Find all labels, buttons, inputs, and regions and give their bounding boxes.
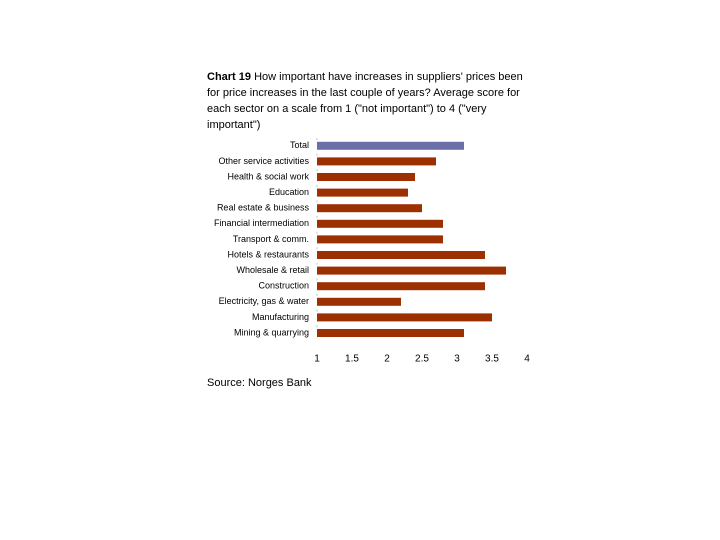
y-tick-label: Total: [290, 140, 309, 150]
bar: [317, 188, 408, 197]
bar: [317, 141, 464, 150]
y-tick-label: Wholesale & retail: [236, 265, 309, 275]
chart-label: Chart 19: [207, 71, 252, 83]
x-tick-label: 1: [314, 354, 320, 365]
y-tick-label: Manufacturing: [252, 312, 309, 322]
bar: [317, 235, 443, 244]
y-tick-label: Real estate & business: [217, 203, 310, 213]
bar: [317, 297, 401, 306]
y-tick-label: Hotels & restaurants: [227, 249, 309, 259]
bar: [317, 204, 422, 213]
bar: [317, 157, 436, 166]
x-tick-label: 2: [384, 354, 390, 365]
bar: [317, 266, 506, 275]
chart-title: Chart 19 How important have increases in…: [207, 69, 529, 133]
y-tick-label: Education: [269, 187, 309, 197]
bar: [317, 219, 443, 228]
bar: [317, 251, 485, 259]
y-tick-label: Health & social work: [227, 171, 309, 181]
bar: [317, 313, 492, 322]
y-tick-label: Transport & comm.: [233, 234, 309, 244]
x-tick-label: 4: [524, 354, 530, 365]
bar: [317, 173, 415, 181]
bar: [317, 282, 485, 291]
x-tick-label: 3.5: [485, 354, 499, 365]
title-text: How important have increases in supplier…: [207, 71, 523, 131]
source: Source: Norges Bank: [207, 377, 312, 389]
y-tick-label: Other service activities: [218, 156, 309, 166]
y-tick-label: Financial intermediation: [214, 218, 309, 228]
y-tick-label: Construction: [258, 281, 309, 291]
x-tick-label: 1.5: [345, 354, 359, 365]
bar: [317, 329, 464, 337]
y-tick-label: Mining & quarrying: [234, 327, 309, 337]
x-tick-label: 2.5: [415, 354, 429, 365]
x-tick-label: 3: [454, 354, 460, 365]
y-tick-label: Electricity, gas & water: [219, 296, 309, 306]
